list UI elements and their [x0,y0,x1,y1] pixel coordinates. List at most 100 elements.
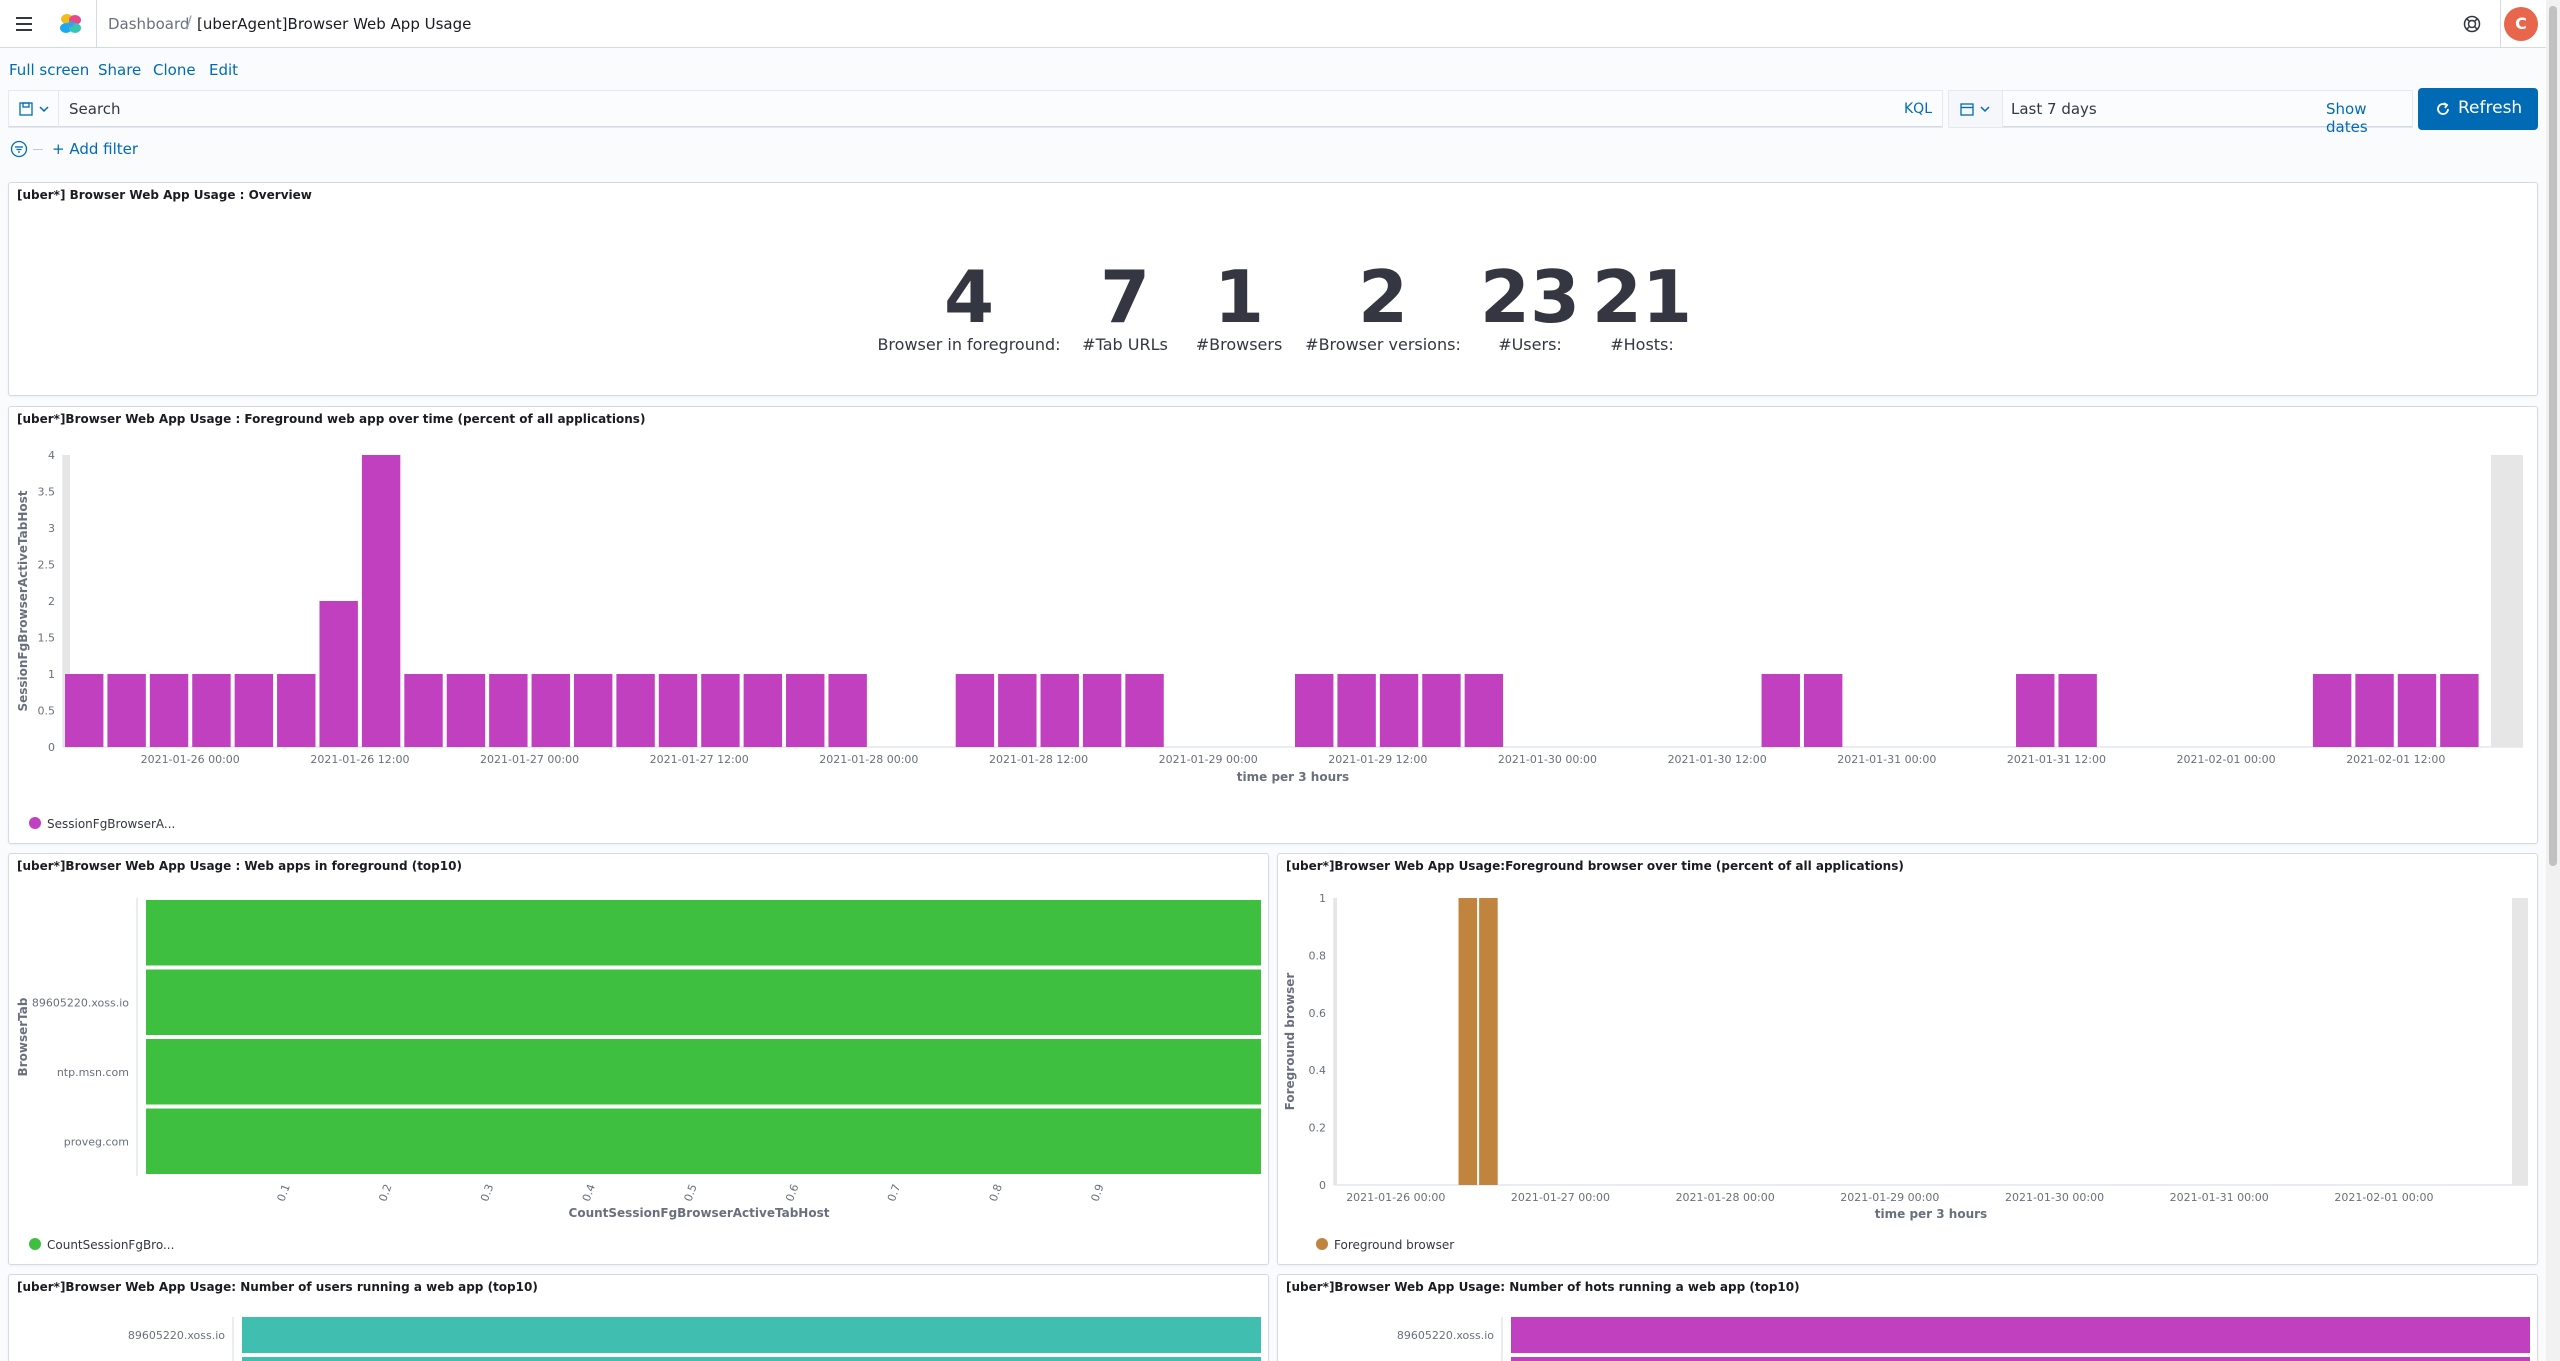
show-dates-link[interactable]: Show dates [2326,100,2368,136]
metric-value: 21 [1591,255,1693,339]
x-tick-label: 0.4 [580,1182,598,1203]
refresh-icon [2437,102,2449,115]
bar [2355,674,2394,747]
metric-value: 1 [1213,255,1265,339]
hosts-top10-panel: [uber*]Browser Web App Usage: Number of … [1277,1274,2538,1361]
x-axis-title: time per 3 hours [1237,770,1349,784]
bar [65,674,104,747]
users-top10-panel: [uber*]Browser Web App Usage: Number of … [8,1274,1269,1361]
y-tick-label: 89605220.xoss.io [1397,1329,1494,1342]
bar [1803,674,1843,747]
filter-divider [33,149,43,150]
y-tick-label: 0.4 [1309,1064,1327,1077]
legend-item[interactable]: Foreground browser [1316,1238,1454,1252]
breadcrumb-separator: / [186,13,192,33]
x-tick-label: 2021-01-28 00:00 [819,753,918,766]
bar [786,674,825,747]
bar [319,601,358,747]
elastic-logo[interactable] [58,11,84,37]
full-screen-link[interactable]: Full screen [9,61,90,79]
web-apps-top10-chart: 89605220.xoss.io ntp.msn.com proveg.com 0.1… [16,898,1261,1220]
x-tick-label: 2021-02-01 00:00 [2334,1191,2433,1204]
panel-title: [uber*]Browser Web App Usage : Web apps … [17,859,462,873]
saved-query-button[interactable] [9,91,59,127]
users-top10-chart: 89605220.xoss.io [128,1317,1261,1361]
x-axis-title: CountSessionFgBrowserActiveTabHost [569,1206,830,1220]
header-divider [2500,0,2501,48]
bar [2440,674,2479,747]
scrollbar-thumb[interactable] [2549,6,2557,866]
calendar-icon [1960,103,1974,116]
x-tick-label: 0.8 [987,1182,1005,1203]
bar [242,1317,1261,1353]
panel-title: [uber*]Browser Web App Usage: Number of … [1286,1280,1800,1294]
x-tick-label: 2021-01-28 12:00 [989,753,1088,766]
legend-item[interactable]: CountSessionFgBro... [29,1238,174,1252]
y-tick-label: ntp.msn.com [57,1066,129,1079]
add-filter-button[interactable]: + Add filter [52,140,139,158]
quick-select-button[interactable] [1949,91,2003,127]
overview-panel: [uber*] Browser Web App Usage : Overview… [8,182,2538,396]
legend-item[interactable]: SessionFgBrowserA... [29,817,175,831]
refresh-button[interactable]: Refresh [2418,88,2538,130]
bar [192,674,231,747]
hamburger-menu-icon[interactable] [14,14,34,34]
filter-icon[interactable] [10,140,28,158]
bar [573,674,613,747]
y-axis-title: BrowserTab [16,997,30,1076]
edit-link[interactable]: Edit [209,61,239,79]
kql-button[interactable]: KQL [1904,101,1932,117]
x-tick-label: 0.6 [783,1182,801,1203]
bar [1295,674,1334,747]
legend-label: SessionFgBrowserA... [47,817,176,831]
x-tick-label: 2021-01-30 00:00 [2005,1191,2104,1204]
panel-title: [uber*]Browser Web App Usage: Number of … [17,1280,538,1294]
user-avatar[interactable]: C [2504,7,2538,41]
bar [1125,674,1164,747]
metric-users: 23 #Users: [1471,259,1589,354]
metric-value: 23 [1479,255,1581,339]
x-tick-label: 2021-01-30 12:00 [1668,753,1767,766]
bar [1458,898,1478,1185]
legend-dot [29,1238,41,1250]
bar [701,674,740,747]
chevron-down-icon [39,106,49,113]
y-tick-label: 2.5 [38,559,56,572]
breadcrumb-dashboard[interactable]: Dashboard [108,15,190,33]
bar [1422,674,1461,747]
share-link[interactable]: Share [98,61,142,79]
query-bar: Search KQL [8,90,1943,128]
bar [743,674,783,747]
chevron-down-icon [1980,106,1990,113]
date-range-label[interactable]: Last 7 days [2011,100,2097,118]
bar [616,674,655,747]
bar [2312,674,2352,747]
legend-dot [29,817,41,829]
x-tick-label: 0.3 [478,1182,496,1203]
page-scrollbar[interactable] [2546,0,2560,1361]
clone-link[interactable]: Clone [153,61,196,79]
bar [1040,674,1079,747]
bar [1082,674,1122,747]
bar [107,674,146,747]
bar [2058,674,2097,747]
x-tick-label: 2021-01-27 00:00 [480,753,579,766]
panel-title: [uber*]Browser Web App Usage:Foreground … [1286,859,1904,873]
foreground-web-app-panel: [uber*]Browser Web App Usage : Foregroun… [8,406,2538,844]
bar [955,674,995,747]
panel-title: [uber*] Browser Web App Usage : Overview [17,188,312,202]
search-input[interactable]: Search [69,100,121,118]
metric-browsers: 1 #Browsers [1183,259,1295,354]
bar [1379,674,1419,747]
legend-label: Foreground browser [1334,1238,1455,1252]
bar [1337,674,1376,747]
help-icon[interactable] [2462,14,2482,34]
metric-tab-urls: 7 #Tab URLs [1067,259,1183,354]
y-tick-label: 1.5 [38,632,56,645]
selection-shade [1334,898,1337,1185]
foreground-web-app-chart: 0 0.5 1 1.5 2 2.5 3 3.5 4 2021-01-26 00:00 2021-01… [16,449,2523,784]
metric-label: #Browsers [1195,335,1283,354]
x-axis-title: time per 3 hours [1875,1207,1987,1221]
bar [146,900,1261,966]
bar [1511,1317,2530,1353]
